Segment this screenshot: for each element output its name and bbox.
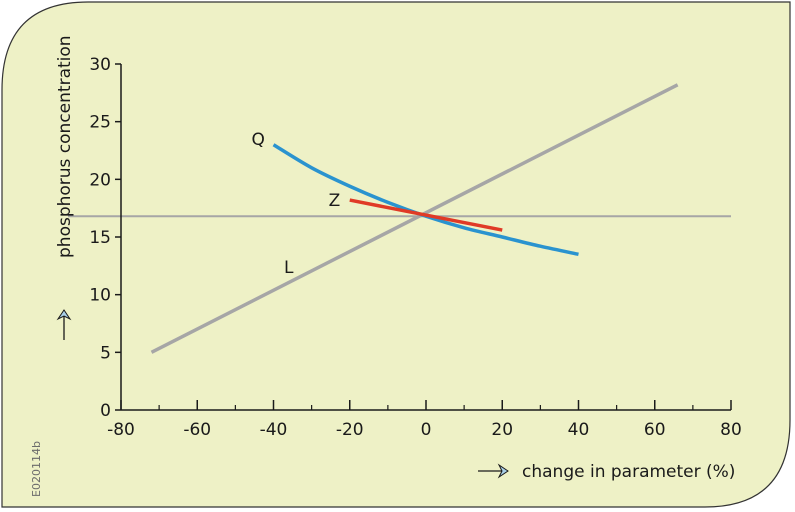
y-tick-label: 5: [100, 343, 111, 363]
x-tick-label: 80: [720, 420, 742, 440]
curve-label-q: Q: [252, 130, 265, 150]
x-axis-title: change in parameter (%): [522, 462, 735, 482]
series-line-z: [349, 198, 503, 232]
y-tick-label: 10: [89, 286, 111, 306]
y-tick-label: 15: [89, 228, 111, 248]
curve-label-l: L: [284, 258, 294, 278]
x-tick-label: 20: [491, 420, 513, 440]
x-tick-label: -20: [336, 420, 364, 440]
x-tick-label: -40: [260, 420, 288, 440]
y-tick-label: 30: [89, 55, 111, 75]
x-tick-label: -60: [183, 420, 211, 440]
y-axis-title: phosphorus concentration: [55, 35, 75, 258]
y-tick-label: 0: [100, 401, 111, 421]
series-line-l: [150, 83, 679, 354]
x-axis-arrow-icon: [478, 463, 509, 479]
y-axis-arrow-icon: [56, 309, 72, 340]
x-tick-label: 40: [568, 420, 590, 440]
x-tick-label: 0: [421, 420, 432, 440]
figure-code-label: E020114b: [30, 441, 43, 497]
x-tick-label: -80: [107, 420, 135, 440]
curve-label-z: Z: [329, 191, 341, 211]
x-tick-label: 60: [644, 420, 666, 440]
y-tick-label: 25: [89, 113, 111, 133]
y-tick-label: 20: [89, 170, 111, 190]
plot-area: 0 5 10 15 20 25 30 -80 -60 -40 -20 0 20 40 60 80 Q Z L: [68, 55, 742, 440]
